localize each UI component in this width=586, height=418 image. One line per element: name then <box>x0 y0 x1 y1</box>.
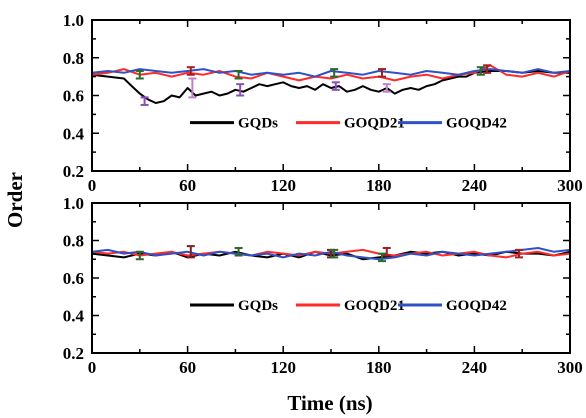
panel-bottom-y-tick-label: 0.4 <box>63 307 85 326</box>
panel-bottom-x-tick-label: 0 <box>88 358 97 377</box>
panel-bottom-y-tick-label: 1.0 <box>63 194 84 213</box>
panel-top-legend-label-goqd21: GOQD21 <box>344 116 405 132</box>
panel-top-x-tick-label: 180 <box>366 176 392 195</box>
panel-bottom-x-tick-label: 180 <box>366 358 392 377</box>
panel-bottom-y-tick-label: 0.2 <box>63 344 84 363</box>
panel-top-frame <box>91 19 571 172</box>
panel-top-x-tick-label: 120 <box>270 176 296 195</box>
panel-bottom-x-tick-label: 240 <box>462 358 488 377</box>
panel-bottom-legend-label-goqd42: GOQD42 <box>446 298 507 314</box>
panel-top-y-tick-label: 0.2 <box>63 162 84 181</box>
panel-top-y-tick-label: 0.6 <box>63 87 84 106</box>
panel-top-x-tick-label: 300 <box>557 176 583 195</box>
panel-bottom-x-tick-label: 300 <box>557 358 583 377</box>
panel-top-y-tick-label: 0.8 <box>63 49 84 68</box>
panel-bottom-legend-label-goqd21: GOQD21 <box>344 298 405 314</box>
panel-top-legend-label-goqd42: GOQD42 <box>446 116 507 132</box>
y-axis-title: Order <box>3 172 27 228</box>
panel-top-x-tick-label: 0 <box>88 176 97 195</box>
panel-top-series-goqd42-line <box>91 68 571 78</box>
panel-top-series-gqds-line <box>91 70 570 104</box>
x-axis-title: Time (ns) <box>287 391 372 415</box>
panel-top-y-tick-label: 0.4 <box>63 124 85 143</box>
panel-top-x-tick-label: 60 <box>179 176 196 195</box>
panel-bottom-y-tick-label: 0.8 <box>63 232 84 251</box>
panel-bottom-x-tick-label: 60 <box>179 358 196 377</box>
panel-bottom-frame <box>91 202 571 354</box>
panel-bottom-y-tick-label: 0.6 <box>63 269 84 288</box>
panel-bottom-legend-label-gqds: GQDs <box>238 298 278 314</box>
panel-top-y-tick-label: 1.0 <box>63 11 84 30</box>
panel-top-x-tick-label: 240 <box>462 176 488 195</box>
panel-bottom-x-tick-label: 120 <box>270 358 296 377</box>
panel-top-legend-label-gqds: GQDs <box>238 116 278 132</box>
